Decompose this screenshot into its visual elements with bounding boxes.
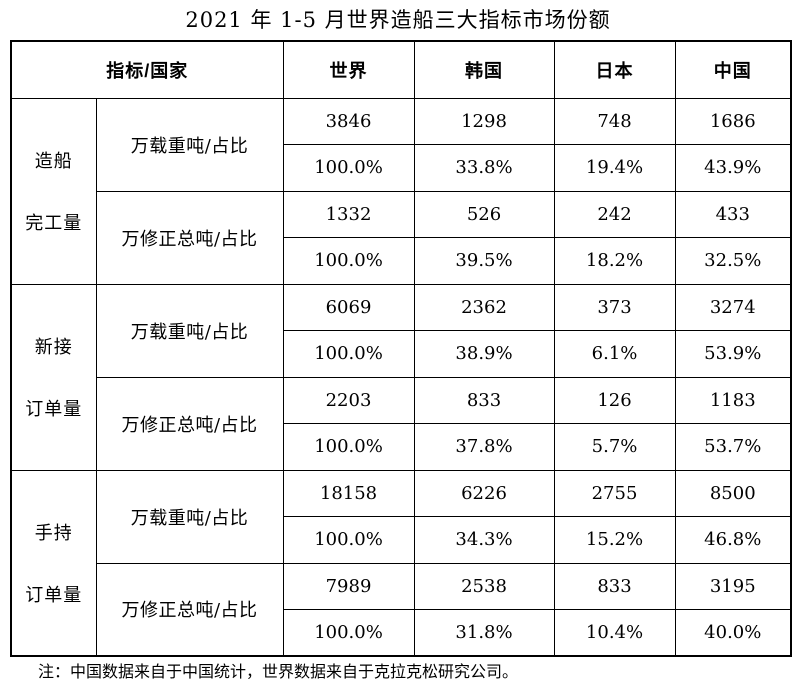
- table-row: 万修正总吨/占比 2203 833 126 1183: [11, 376, 792, 471]
- table-cell: 1332: [282, 190, 415, 238]
- group-label-line: 订单量: [25, 399, 83, 420]
- table-cell: 1183: [674, 376, 792, 424]
- table-cell: 38.9%: [413, 330, 555, 378]
- table-cell: 748: [553, 97, 676, 145]
- header-korea: 韩国: [413, 40, 555, 99]
- table-cell: 31.8%: [413, 609, 555, 657]
- table-cell: 53.9%: [674, 330, 792, 378]
- table-row: 新接 订单量 万载重吨/占比 6069 2362 373 3274: [10, 283, 792, 471]
- group-label-line: 造船: [34, 151, 73, 172]
- header-japan: 日本: [553, 40, 676, 99]
- metric-label: 万修正总吨/占比: [95, 190, 284, 285]
- metric-label: 万载重吨/占比: [95, 97, 284, 192]
- table-row: 100.0% 39.5% 18.2% 32.5%: [11, 237, 792, 285]
- table-cell: 1298: [413, 97, 555, 145]
- table-cell: 40.0%: [674, 609, 792, 657]
- table-cell: 433: [674, 190, 792, 238]
- table-cell: 10.4%: [553, 609, 676, 657]
- table-cell: 18.2%: [553, 237, 676, 285]
- table-cell: 33.8%: [413, 144, 555, 192]
- metric-label: 万载重吨/占比: [95, 469, 284, 564]
- table-cell: 8500: [674, 469, 792, 517]
- table-cell: 19.4%: [553, 144, 676, 192]
- metric-label: 万载重吨/占比: [95, 283, 284, 378]
- table-cell: 526: [413, 190, 555, 238]
- table-cell: 53.7%: [674, 423, 792, 471]
- table-row: 100.0% 34.3% 15.2% 46.8%: [11, 516, 792, 564]
- metric-label: 万修正总吨/占比: [95, 376, 284, 471]
- table-cell: 6226: [413, 469, 555, 517]
- group-label-completions: 造船 完工量: [10, 97, 97, 285]
- table-row: 手持 订单量 万载重吨/占比 18158 6226 2755 8500: [10, 469, 792, 657]
- table-cell: 15.2%: [553, 516, 676, 564]
- table-cell: 2755: [553, 469, 676, 517]
- page-title: 2021 年 1-5 月世界造船三大指标市场份额: [185, 8, 611, 32]
- table-cell: 39.5%: [413, 237, 555, 285]
- table-cell: 100.0%: [282, 516, 415, 564]
- table-cell: 2203: [282, 376, 415, 424]
- table-cell: 7989: [282, 562, 415, 610]
- table-cell: 18158: [282, 469, 415, 517]
- table-cell: 100.0%: [282, 330, 415, 378]
- group-label-line: 新接: [34, 337, 73, 358]
- table-cell: 1686: [674, 97, 792, 145]
- table-cell: 100.0%: [282, 423, 415, 471]
- group-label-new-orders: 新接 订单量: [10, 283, 97, 471]
- table-cell: 6069: [282, 283, 415, 331]
- header-china: 中国: [674, 40, 792, 99]
- table-row: 100.0% 38.9% 6.1% 53.9%: [11, 330, 792, 378]
- table-cell: 3274: [674, 283, 792, 331]
- table-row: 100.0% 33.8% 19.4% 43.9%: [11, 144, 792, 192]
- table-header-row: 指标/国家 世界 韩国 日本 中国: [10, 40, 792, 99]
- table-cell: 242: [553, 190, 676, 238]
- table-row: 100.0% 31.8% 10.4% 40.0%: [11, 609, 792, 657]
- table-row: 万修正总吨/占比 1332 526 242 433: [11, 190, 792, 285]
- table-cell: 3195: [674, 562, 792, 610]
- group-label-line: 完工量: [25, 213, 83, 234]
- group-label-line: 手持: [34, 522, 73, 544]
- table-cell: 100.0%: [282, 237, 415, 285]
- table-cell: 3846: [282, 97, 415, 145]
- source-note: 注：中国数据来自于中国统计，世界数据来自于克拉克松研究公司。: [38, 662, 519, 681]
- table-cell: 126: [553, 376, 676, 424]
- header-indicator-country: 指标/国家: [10, 40, 284, 99]
- table-row: 造船 完工量 万载重吨/占比 3846 1298 748 1686: [10, 97, 792, 285]
- table-cell: 37.8%: [413, 423, 555, 471]
- shipbuilding-indicators-table: 指标/国家 世界 韩国 日本 中国 造船 完工量 万载重吨/占比 3846 12…: [10, 40, 793, 657]
- table-cell: 32.5%: [674, 237, 792, 285]
- metric-label: 万修正总吨/占比: [95, 562, 284, 657]
- group-label-orderbook: 手持 订单量: [10, 469, 97, 657]
- table-cell: 833: [413, 376, 555, 424]
- table-row: 100.0% 37.8% 5.7% 53.7%: [11, 423, 792, 471]
- table-cell: 46.8%: [674, 516, 792, 564]
- table-cell: 2538: [413, 562, 555, 610]
- group-label-line: 订单量: [25, 584, 83, 606]
- table-cell: 43.9%: [674, 144, 792, 192]
- table-row: 万修正总吨/占比 7989 2538 833 3195: [11, 562, 792, 657]
- table-cell: 100.0%: [282, 144, 415, 192]
- table-cell: 34.3%: [413, 516, 555, 564]
- table-cell: 2362: [413, 283, 555, 331]
- table-cell: 5.7%: [553, 423, 676, 471]
- table-cell: 6.1%: [553, 330, 676, 378]
- header-world: 世界: [282, 40, 415, 99]
- table-cell: 373: [553, 283, 676, 331]
- table-cell: 833: [553, 562, 676, 610]
- table-cell: 100.0%: [282, 609, 415, 657]
